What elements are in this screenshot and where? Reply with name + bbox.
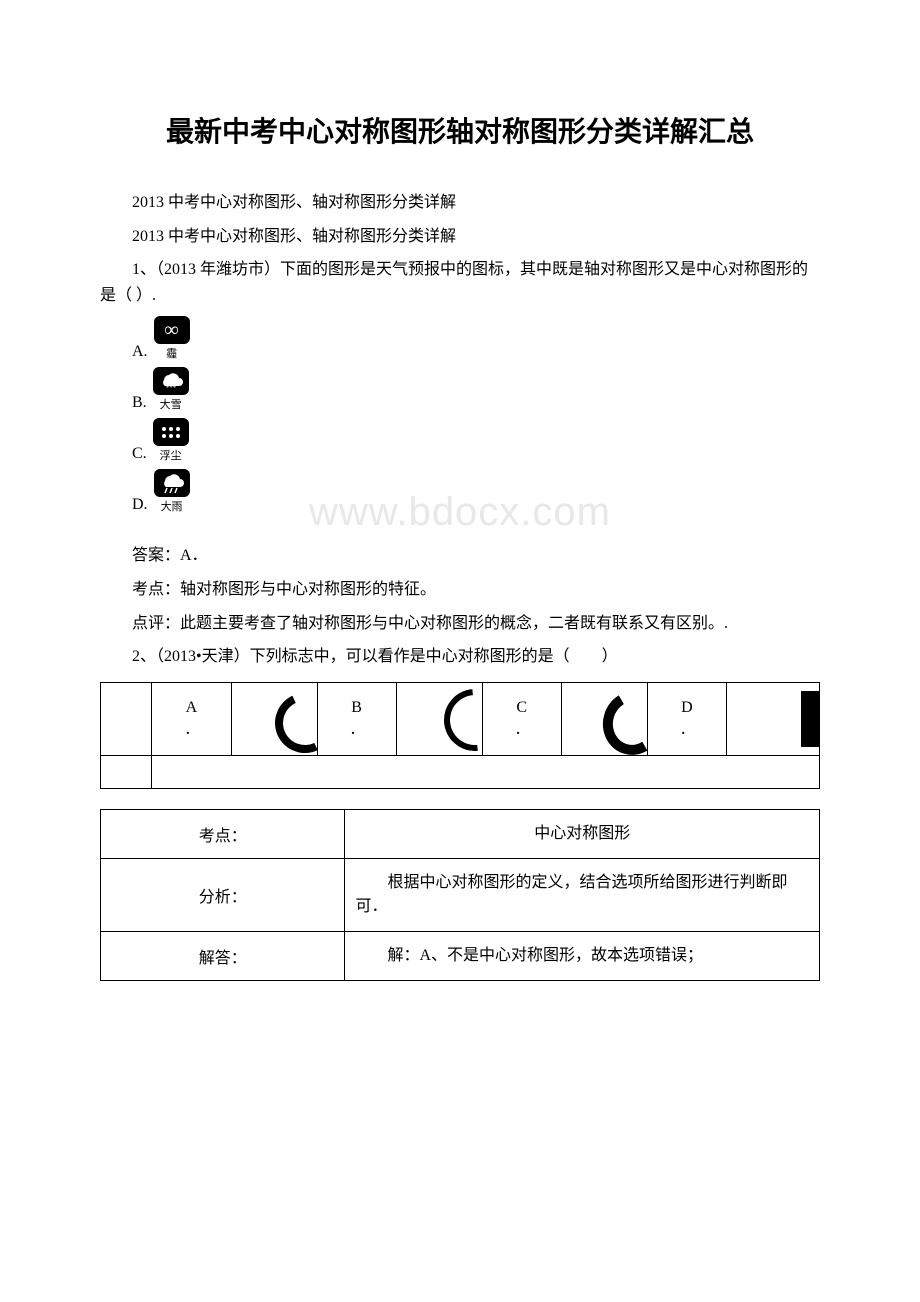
weather-icon-dust: 浮尘 (153, 418, 189, 463)
document-page: 最新中考中心对称图形轴对称图形分类详解汇总 2013 中考中心对称图形、轴对称图… (0, 0, 920, 1041)
analysis-table: 考点： 中心对称图形 分析： 根据中心对称图形的定义，结合选项所给图形进行判断即… (100, 809, 820, 981)
intro-line-2: 2013 中考中心对称图形、轴对称图形分类详解 (100, 224, 820, 250)
block-shape-icon (801, 691, 819, 747)
option-letter: B. (132, 394, 147, 412)
q2-letter-b: B ． (317, 682, 396, 755)
q1-option-c: C. 浮尘 (132, 418, 820, 463)
q2-shape-a (231, 682, 317, 755)
dot: ． (649, 719, 725, 739)
q1-option-d: D. 大雨 (132, 469, 820, 514)
analysis-label: 解答： (101, 931, 345, 980)
q2-shape-b (396, 682, 482, 755)
page-title: 最新中考中心对称图形轴对称图形分类详解汇总 (100, 110, 820, 150)
cloud-snow-svg: *** (156, 370, 186, 392)
letter: D (681, 699, 693, 716)
q2-stem: 2、（2013•天津）下列标志中，可以看作是中心对称图形的是（ ） (100, 644, 820, 670)
q1-dianping: 点评：此题主要考查了轴对称图形与中心对称图形的概念，二者既有联系又有区别。. (100, 611, 820, 637)
q1-kaodian: 考点：轴对称图形与中心对称图形的特征。 (100, 577, 820, 603)
infinity-glyph: ∞ (164, 320, 178, 340)
analysis-content: 解：A、不是中心对称图形，故本选项错误； (345, 931, 820, 980)
heavy-rain-icon (154, 469, 190, 497)
empty-cell (152, 755, 820, 788)
empty-cell (101, 755, 152, 788)
haze-icon: ∞ (154, 316, 190, 344)
intro-line-1: 2013 中考中心对称图形、轴对称图形分类详解 (100, 190, 820, 216)
q2-letter-a: A ． (152, 682, 231, 755)
arc-shape-icon (596, 684, 648, 755)
q1-option-b: B. *** 大雪 (132, 367, 820, 412)
q1-answer: 答案：A． (100, 543, 820, 569)
dot: ． (484, 719, 560, 739)
table-row: A ． B ． C ． D ． (101, 682, 820, 755)
icon-label: 霾 (166, 345, 177, 361)
analysis-label: 分析： (101, 858, 345, 931)
dot: ． (153, 719, 229, 739)
icon-label: 浮尘 (160, 447, 182, 463)
weather-icon-heavy-rain: 大雨 (154, 469, 190, 514)
dust-icon (153, 418, 189, 446)
icon-label: 大雪 (160, 396, 182, 412)
option-letter: A. (132, 343, 148, 361)
analysis-label: 考点： (101, 809, 345, 858)
q1-option-a: A. ∞ 霾 (132, 316, 820, 361)
analysis-content: 中心对称图形 (345, 809, 820, 858)
option-letter: D. (132, 496, 148, 514)
cloud-rain-svg (157, 472, 187, 494)
q2-letter-c: C ． (482, 682, 561, 755)
svg-text:***: *** (165, 384, 176, 392)
analysis-content: 根据中心对称图形的定义，结合选项所给图形进行判断即可． (345, 858, 820, 931)
q1-stem: 1、（2013 年潍坊市）下面的图形是天气预报中的图标，其中既是轴对称图形又是中… (100, 257, 820, 308)
q2-shape-c (561, 682, 647, 755)
q2-options-table: A ． B ． C ． D ． (100, 682, 820, 789)
option-letter: C. (132, 445, 147, 463)
dot: ． (319, 719, 395, 739)
table-row (101, 755, 820, 788)
weather-icon-heavy-snow: *** 大雪 (153, 367, 189, 412)
letter: C (516, 699, 527, 716)
table-row: 考点： 中心对称图形 (101, 809, 820, 858)
q2-letter-d: D ． (647, 682, 726, 755)
table-row: 分析： 根据中心对称图形的定义，结合选项所给图形进行判断即可． (101, 858, 820, 931)
letter: B (351, 699, 362, 716)
arc-shape-icon (266, 684, 317, 755)
heavy-snow-icon: *** (153, 367, 189, 395)
letter: A (186, 699, 198, 716)
weather-icon-haze: ∞ 霾 (154, 316, 190, 361)
arc-shape-icon (431, 682, 482, 755)
dust-svg (156, 422, 186, 442)
table-row: 解答： 解：A、不是中心对称图形，故本选项错误； (101, 931, 820, 980)
icon-label: 大雨 (161, 498, 183, 514)
empty-cell (101, 682, 152, 755)
q2-shape-d (726, 682, 819, 755)
